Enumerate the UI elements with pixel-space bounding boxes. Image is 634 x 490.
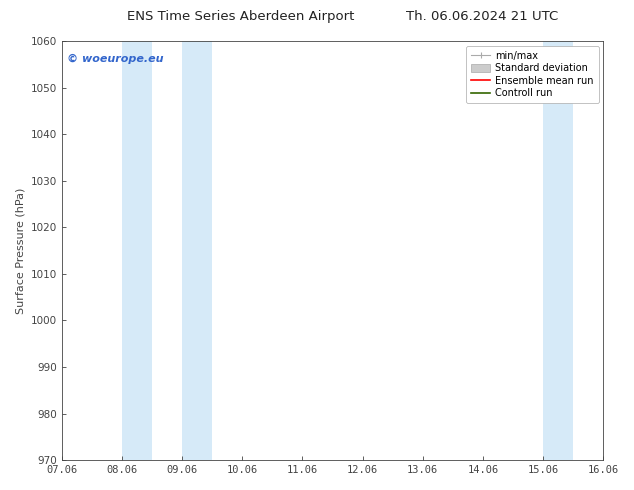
Bar: [182, 41, 212, 460]
Y-axis label: Surface Pressure (hPa): Surface Pressure (hPa): [15, 187, 25, 314]
Bar: [122, 41, 152, 460]
Bar: [604, 41, 633, 460]
Text: Th. 06.06.2024 21 UTC: Th. 06.06.2024 21 UTC: [406, 10, 558, 23]
Text: © woeurope.eu: © woeurope.eu: [67, 53, 164, 64]
Legend: min/max, Standard deviation, Ensemble mean run, Controll run: min/max, Standard deviation, Ensemble me…: [466, 46, 598, 103]
Text: ENS Time Series Aberdeen Airport: ENS Time Series Aberdeen Airport: [127, 10, 354, 23]
Bar: [543, 41, 573, 460]
